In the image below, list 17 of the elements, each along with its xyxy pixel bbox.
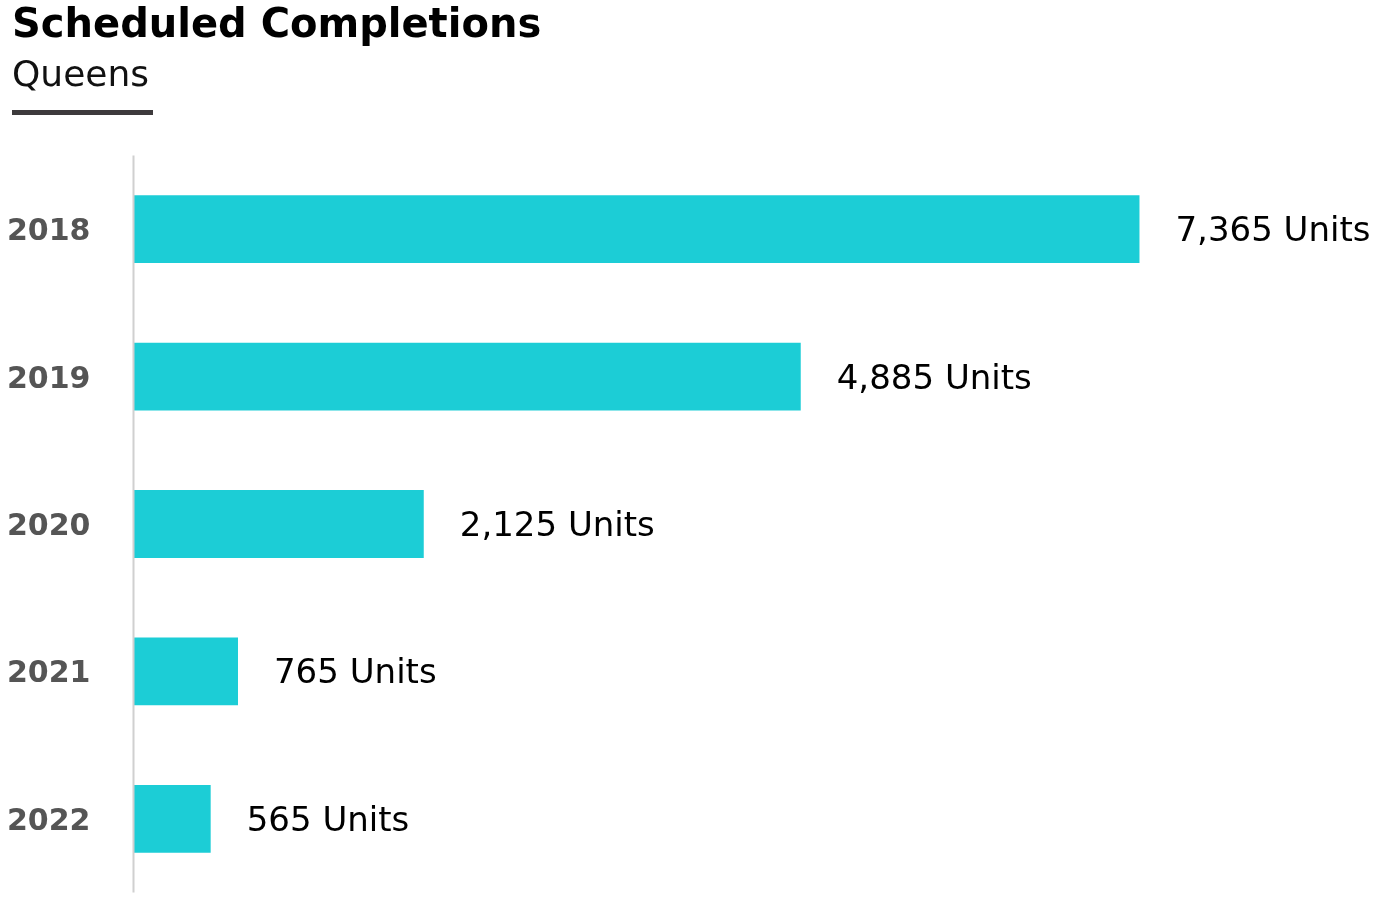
chart-title: Scheduled Completions <box>11 0 542 46</box>
y-tick-label: 2019 <box>7 359 91 395</box>
y-tick-label: 2018 <box>7 212 91 248</box>
bar <box>133 195 1140 264</box>
bar <box>133 637 238 706</box>
y-tick-label: 2021 <box>7 654 91 690</box>
data-label: 7,365 Units <box>1175 209 1371 250</box>
chart-subtitle: Queens <box>12 52 154 115</box>
y-tick-label: 2020 <box>7 507 91 542</box>
data-label: 4,885 Units <box>836 356 1032 397</box>
bar <box>133 342 801 411</box>
y-tick-label: 2022 <box>7 801 91 837</box>
bar <box>133 784 211 853</box>
data-label: 765 Units <box>273 651 437 692</box>
data-label: 565 Units <box>246 798 410 839</box>
data-label: 2,125 Units <box>459 504 655 544</box>
bar <box>133 490 424 558</box>
